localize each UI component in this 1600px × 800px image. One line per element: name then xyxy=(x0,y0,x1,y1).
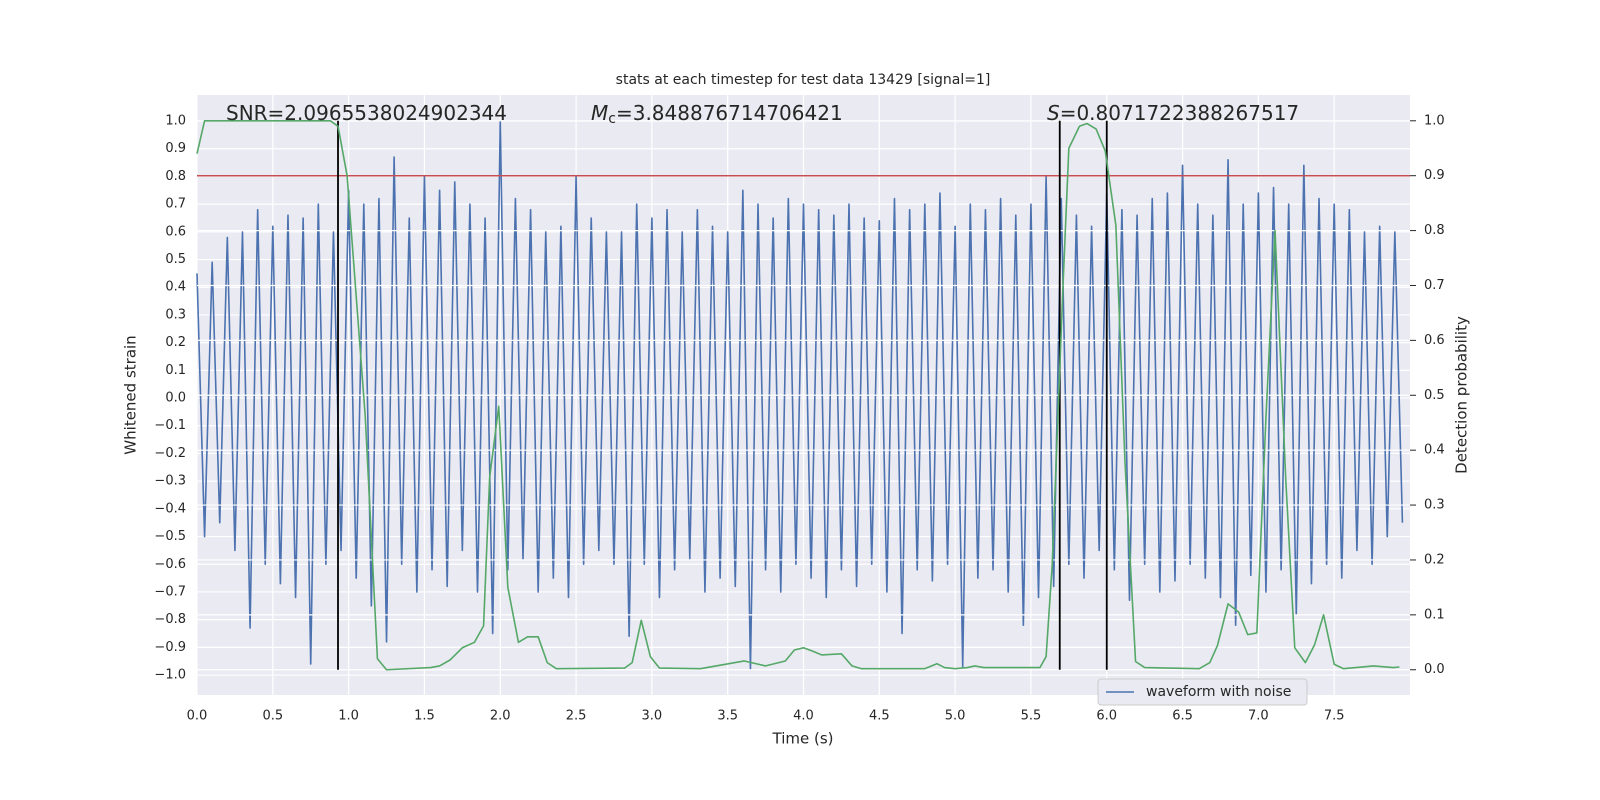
x-tick-label: 7.0 xyxy=(1248,709,1269,724)
x-tick-label: 3.5 xyxy=(717,709,738,724)
x-tick-label: 6.5 xyxy=(1172,709,1193,724)
x-tick-label: 1.0 xyxy=(338,709,359,724)
y-tick-label: −0.9 xyxy=(154,640,186,655)
y-tick-label: 0.4 xyxy=(165,280,186,295)
data-line xyxy=(196,120,1400,671)
y-tick-label: −0.6 xyxy=(154,557,186,572)
x-tick-label: 2.0 xyxy=(490,709,511,724)
y-tick-label: −0.8 xyxy=(154,612,186,627)
y-tick-label: 0.3 xyxy=(165,307,186,322)
annotation-symbol: S xyxy=(1047,101,1060,125)
y2-tick-label: 0.5 xyxy=(1424,388,1445,403)
x-tick-label: 5.0 xyxy=(945,709,966,724)
y2-tick-label: 0.4 xyxy=(1424,443,1445,458)
y2-tick-label: 0.3 xyxy=(1424,498,1445,513)
y-tick-label: 1.0 xyxy=(165,114,186,129)
annotation: SNR=2.0965538024902344 xyxy=(226,101,507,125)
y-tick-label: −1.0 xyxy=(154,668,186,683)
legend-box xyxy=(1097,678,1308,706)
x-tick-label: 2.5 xyxy=(566,709,587,724)
annotation-text: =0.8071722388267517 xyxy=(1060,101,1299,125)
y-tick-label: 0.9 xyxy=(165,141,186,156)
y2-tick-label: 0.0 xyxy=(1424,662,1445,677)
legend-label: waveform with noise xyxy=(1146,684,1291,700)
x-tick-label: 4.5 xyxy=(869,709,890,724)
y-tick-label: −0.5 xyxy=(154,529,186,544)
chart-title: stats at each timestep for test data 134… xyxy=(616,72,991,88)
y-tick-label: 0.1 xyxy=(165,363,186,378)
y-tick-label: 0.6 xyxy=(165,224,186,239)
y-tick-label: −0.3 xyxy=(154,474,186,489)
y-tick-label: 0.8 xyxy=(165,169,186,184)
x-tick-label: 1.5 xyxy=(414,709,435,724)
x-tick-label: 0.0 xyxy=(187,709,208,724)
y2-tick-label: 0.6 xyxy=(1424,333,1445,348)
y2-tick-label: 0.1 xyxy=(1424,607,1445,622)
y2-tick-label: 0.7 xyxy=(1424,278,1445,293)
y2-axis-label: Detection probability xyxy=(1453,316,1471,474)
x-tick-label: 6.0 xyxy=(1096,709,1117,724)
annotation: S=0.8071722388267517 xyxy=(1047,101,1299,125)
y-tick-label: −0.1 xyxy=(154,418,186,433)
y2-tick-label: 0.8 xyxy=(1424,223,1445,238)
x-axis-label: Time (s) xyxy=(772,730,834,748)
x-tick-label: 7.5 xyxy=(1324,709,1345,724)
data-line xyxy=(196,120,1404,671)
y-tick-label: −0.4 xyxy=(154,501,186,516)
y-tick-label: 0.5 xyxy=(165,252,186,267)
y-tick-label: 0.7 xyxy=(165,197,186,212)
x-tick-label: 0.5 xyxy=(262,709,283,724)
y2-tick-label: 1.0 xyxy=(1424,113,1445,128)
x-tick-label: 3.0 xyxy=(642,709,663,724)
annotation-subscript: c xyxy=(608,111,616,127)
annotation: Mc=3.848876714706421 xyxy=(591,101,843,128)
y-axis-label: Whitened strain xyxy=(122,335,140,454)
x-tick-label: 5.5 xyxy=(1021,709,1042,724)
x-tick-label: 4.0 xyxy=(793,709,814,724)
y2-tick-label: 0.9 xyxy=(1424,168,1445,183)
annotation-text: =3.848876714706421 xyxy=(616,101,843,125)
y2-tick-label: 0.2 xyxy=(1424,552,1445,567)
annotation-symbol: M xyxy=(591,101,608,125)
y-tick-label: −0.7 xyxy=(154,584,186,599)
annotation-text: SNR=2.0965538024902344 xyxy=(226,101,507,125)
y-tick-label: −0.2 xyxy=(154,446,186,461)
y-tick-label: 0.0 xyxy=(165,391,186,406)
y-tick-label: 0.2 xyxy=(165,335,186,350)
